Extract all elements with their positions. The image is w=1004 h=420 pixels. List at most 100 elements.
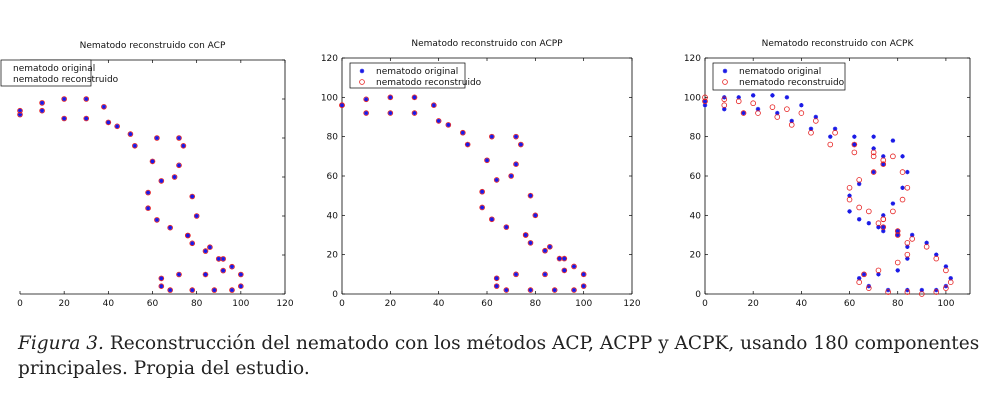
point-original <box>890 201 896 206</box>
y-tick-label: 120 <box>684 54 701 64</box>
point-original <box>339 103 345 108</box>
point-original <box>856 217 862 222</box>
point-reconstructed <box>39 107 45 114</box>
point-original <box>562 268 567 273</box>
point-reconstructed <box>527 192 534 199</box>
point-original <box>542 248 548 253</box>
point-original <box>489 134 495 139</box>
point-original <box>890 138 896 143</box>
point-original <box>581 272 586 277</box>
point-original <box>934 287 939 293</box>
point-reconstructed <box>207 244 213 251</box>
point-reconstructed <box>542 247 548 254</box>
point-reconstructed <box>411 94 418 101</box>
point-original <box>919 287 925 293</box>
point-original <box>881 228 886 234</box>
y-tick-label: 20 <box>327 251 339 261</box>
point-original <box>581 283 586 289</box>
point-original <box>494 283 499 289</box>
point-reconstructed <box>890 208 896 215</box>
point-original <box>508 173 514 179</box>
point-reconstructed <box>923 244 930 250</box>
point-reconstructed <box>769 104 776 110</box>
point-original <box>388 95 393 100</box>
point-original <box>504 224 509 230</box>
point-reconstructed <box>17 111 23 118</box>
point-original <box>702 103 708 108</box>
point-original <box>905 287 910 293</box>
point-original <box>154 135 160 141</box>
point-reconstructed <box>339 102 345 108</box>
point-reconstructed <box>145 189 151 196</box>
point-original <box>446 122 451 128</box>
legend-label: nematodo original <box>13 64 95 74</box>
point-reconstructed <box>189 193 196 200</box>
y-tick-label: 40 <box>690 211 702 221</box>
x-tick-label: 40 <box>433 299 445 309</box>
point-original <box>216 256 221 262</box>
point-reconstructed <box>238 283 244 290</box>
point-original <box>736 95 741 100</box>
point-original <box>84 96 89 102</box>
point-reconstructed <box>503 224 510 230</box>
point-original <box>494 276 499 281</box>
point-original <box>176 272 182 277</box>
point-original <box>775 110 780 116</box>
x-tick-label: 120 <box>276 299 293 309</box>
point-original <box>220 268 226 273</box>
point-original <box>924 240 929 246</box>
point-original <box>770 93 775 98</box>
point-original <box>190 287 195 293</box>
point-original <box>212 287 217 293</box>
point-original <box>895 268 900 273</box>
x-tick-label: 100 <box>232 299 249 309</box>
point-original <box>909 232 915 238</box>
point-original <box>881 224 886 230</box>
point-reconstructed <box>363 96 369 103</box>
point-original <box>238 272 244 277</box>
point-reconstructed <box>158 178 165 184</box>
point-original <box>528 287 533 293</box>
point-reconstructed <box>909 236 915 242</box>
point-original <box>876 272 881 277</box>
point-reconstructed <box>527 240 534 246</box>
y-tick-label: 40 <box>327 211 339 221</box>
point-reconstructed <box>154 217 160 223</box>
point-original <box>363 110 369 116</box>
point-original <box>61 116 67 121</box>
y-tick-label: 80 <box>690 133 702 143</box>
y-tick-label: 0 <box>332 290 338 300</box>
point-reconstructed <box>220 267 226 274</box>
point-original <box>513 134 519 139</box>
point-original <box>17 108 23 113</box>
point-original <box>948 276 953 281</box>
point-reconstructed <box>132 143 138 149</box>
point-original <box>460 130 466 135</box>
point-original <box>741 110 746 116</box>
point-reconstructed <box>875 267 882 274</box>
point-reconstructed <box>808 129 814 136</box>
y-tick-label: 60 <box>327 172 339 182</box>
series-original <box>17 96 244 293</box>
point-reconstructed <box>875 220 882 227</box>
point-reconstructed <box>171 174 178 180</box>
point-original <box>881 162 886 167</box>
point-original <box>229 264 235 269</box>
point-reconstructed <box>479 204 485 211</box>
point-reconstructed <box>798 110 805 116</box>
legend-marker-original <box>359 68 365 74</box>
point-reconstructed <box>851 149 858 156</box>
point-reconstructed <box>542 271 548 278</box>
legend-box <box>712 62 846 91</box>
point-original <box>220 256 226 262</box>
point-reconstructed <box>167 287 173 293</box>
x-tick-label: 60 <box>481 299 493 309</box>
point-original <box>547 244 553 249</box>
point-original <box>176 163 182 168</box>
point-reconstructed <box>83 115 90 122</box>
point-original <box>167 287 173 293</box>
legend-label: nematodo original <box>739 67 821 77</box>
point-reconstructed <box>702 98 708 105</box>
point-reconstructed <box>185 232 191 239</box>
x-tick-label: 0 <box>17 299 23 309</box>
